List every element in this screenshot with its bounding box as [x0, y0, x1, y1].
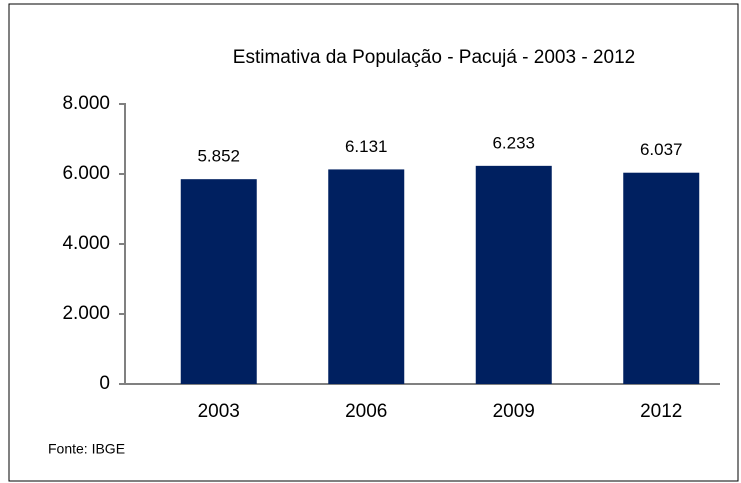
bar: [475, 165, 552, 384]
y-tick-label: 8.000: [62, 93, 110, 114]
source-note: Fonte: IBGE: [48, 441, 125, 457]
value-label: 6.037: [640, 140, 683, 159]
y-tick-label: 4.000: [62, 233, 110, 254]
value-label: 6.131: [345, 137, 388, 156]
value-label: 5.852: [197, 147, 240, 166]
y-tick-label: 0: [99, 373, 110, 394]
x-tick-label: 2009: [493, 401, 535, 422]
x-tick-label: 2012: [640, 401, 682, 422]
chart-title: Estimativa da População - Pacujá - 2003 …: [233, 47, 635, 68]
x-tick-label: 2003: [198, 401, 240, 422]
bar: [180, 179, 257, 384]
value-label: 6.233: [492, 133, 535, 152]
bar: [623, 172, 700, 384]
bar: [328, 169, 405, 384]
y-tick-label: 6.000: [62, 163, 110, 184]
y-tick-label: 2.000: [62, 303, 110, 324]
x-tick-label: 2006: [345, 401, 387, 422]
